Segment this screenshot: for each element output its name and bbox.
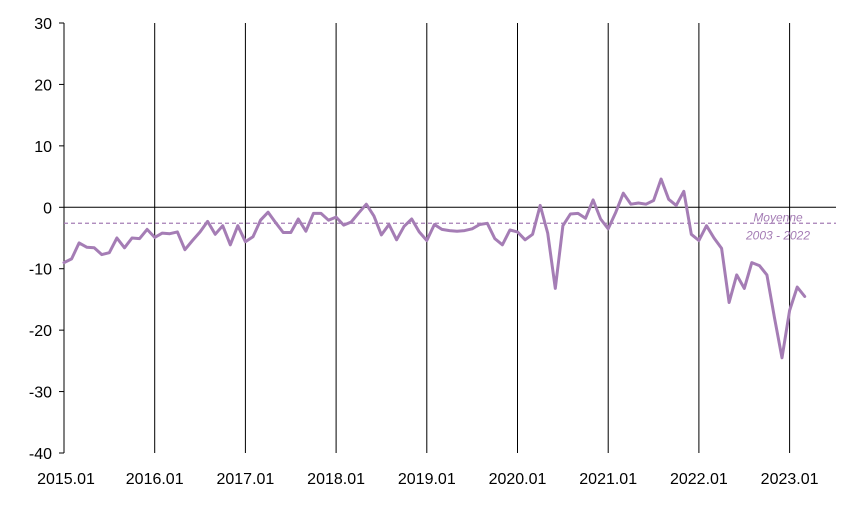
y-tick-label: -20 xyxy=(29,323,52,340)
x-tick-label: 2015.01 xyxy=(37,471,95,488)
x-tick-label: 2018.01 xyxy=(307,471,365,488)
average-label-line2: 2003 - 2022 xyxy=(745,228,810,242)
x-tick-label: 2017.01 xyxy=(216,471,274,488)
x-tick-label: 2020.01 xyxy=(489,471,547,488)
y-tick-label: 10 xyxy=(34,139,52,156)
x-tick-label: 2016.01 xyxy=(126,471,184,488)
y-tick-label: 20 xyxy=(34,77,52,94)
x-tick-label: 2021.01 xyxy=(579,471,637,488)
x-tick-label: 2022.01 xyxy=(670,471,728,488)
x-axis-tick-labels: 2015.01 2016.01 2017.01 2018.01 2019.01 2020.… xyxy=(37,471,819,488)
y-tick-label: -30 xyxy=(29,385,52,402)
y-tick-label: 30 xyxy=(34,16,52,33)
series-line xyxy=(62,177,807,360)
vertical-grid-lines xyxy=(154,23,791,453)
x-tick-label: 2023.01 xyxy=(761,471,819,488)
y-tick-label: 0 xyxy=(43,200,52,217)
y-tick-label: -40 xyxy=(29,446,52,463)
y-axis-tick-labels: 30 20 10 0 -10 -20 -30 -40 xyxy=(29,16,52,463)
y-axis-tick-marks xyxy=(59,22,64,454)
y-tick-label: -10 xyxy=(29,262,52,279)
series-group xyxy=(62,177,807,360)
x-tick-label: 2019.01 xyxy=(398,471,456,488)
average-label-line1: Moyenne xyxy=(753,210,803,224)
